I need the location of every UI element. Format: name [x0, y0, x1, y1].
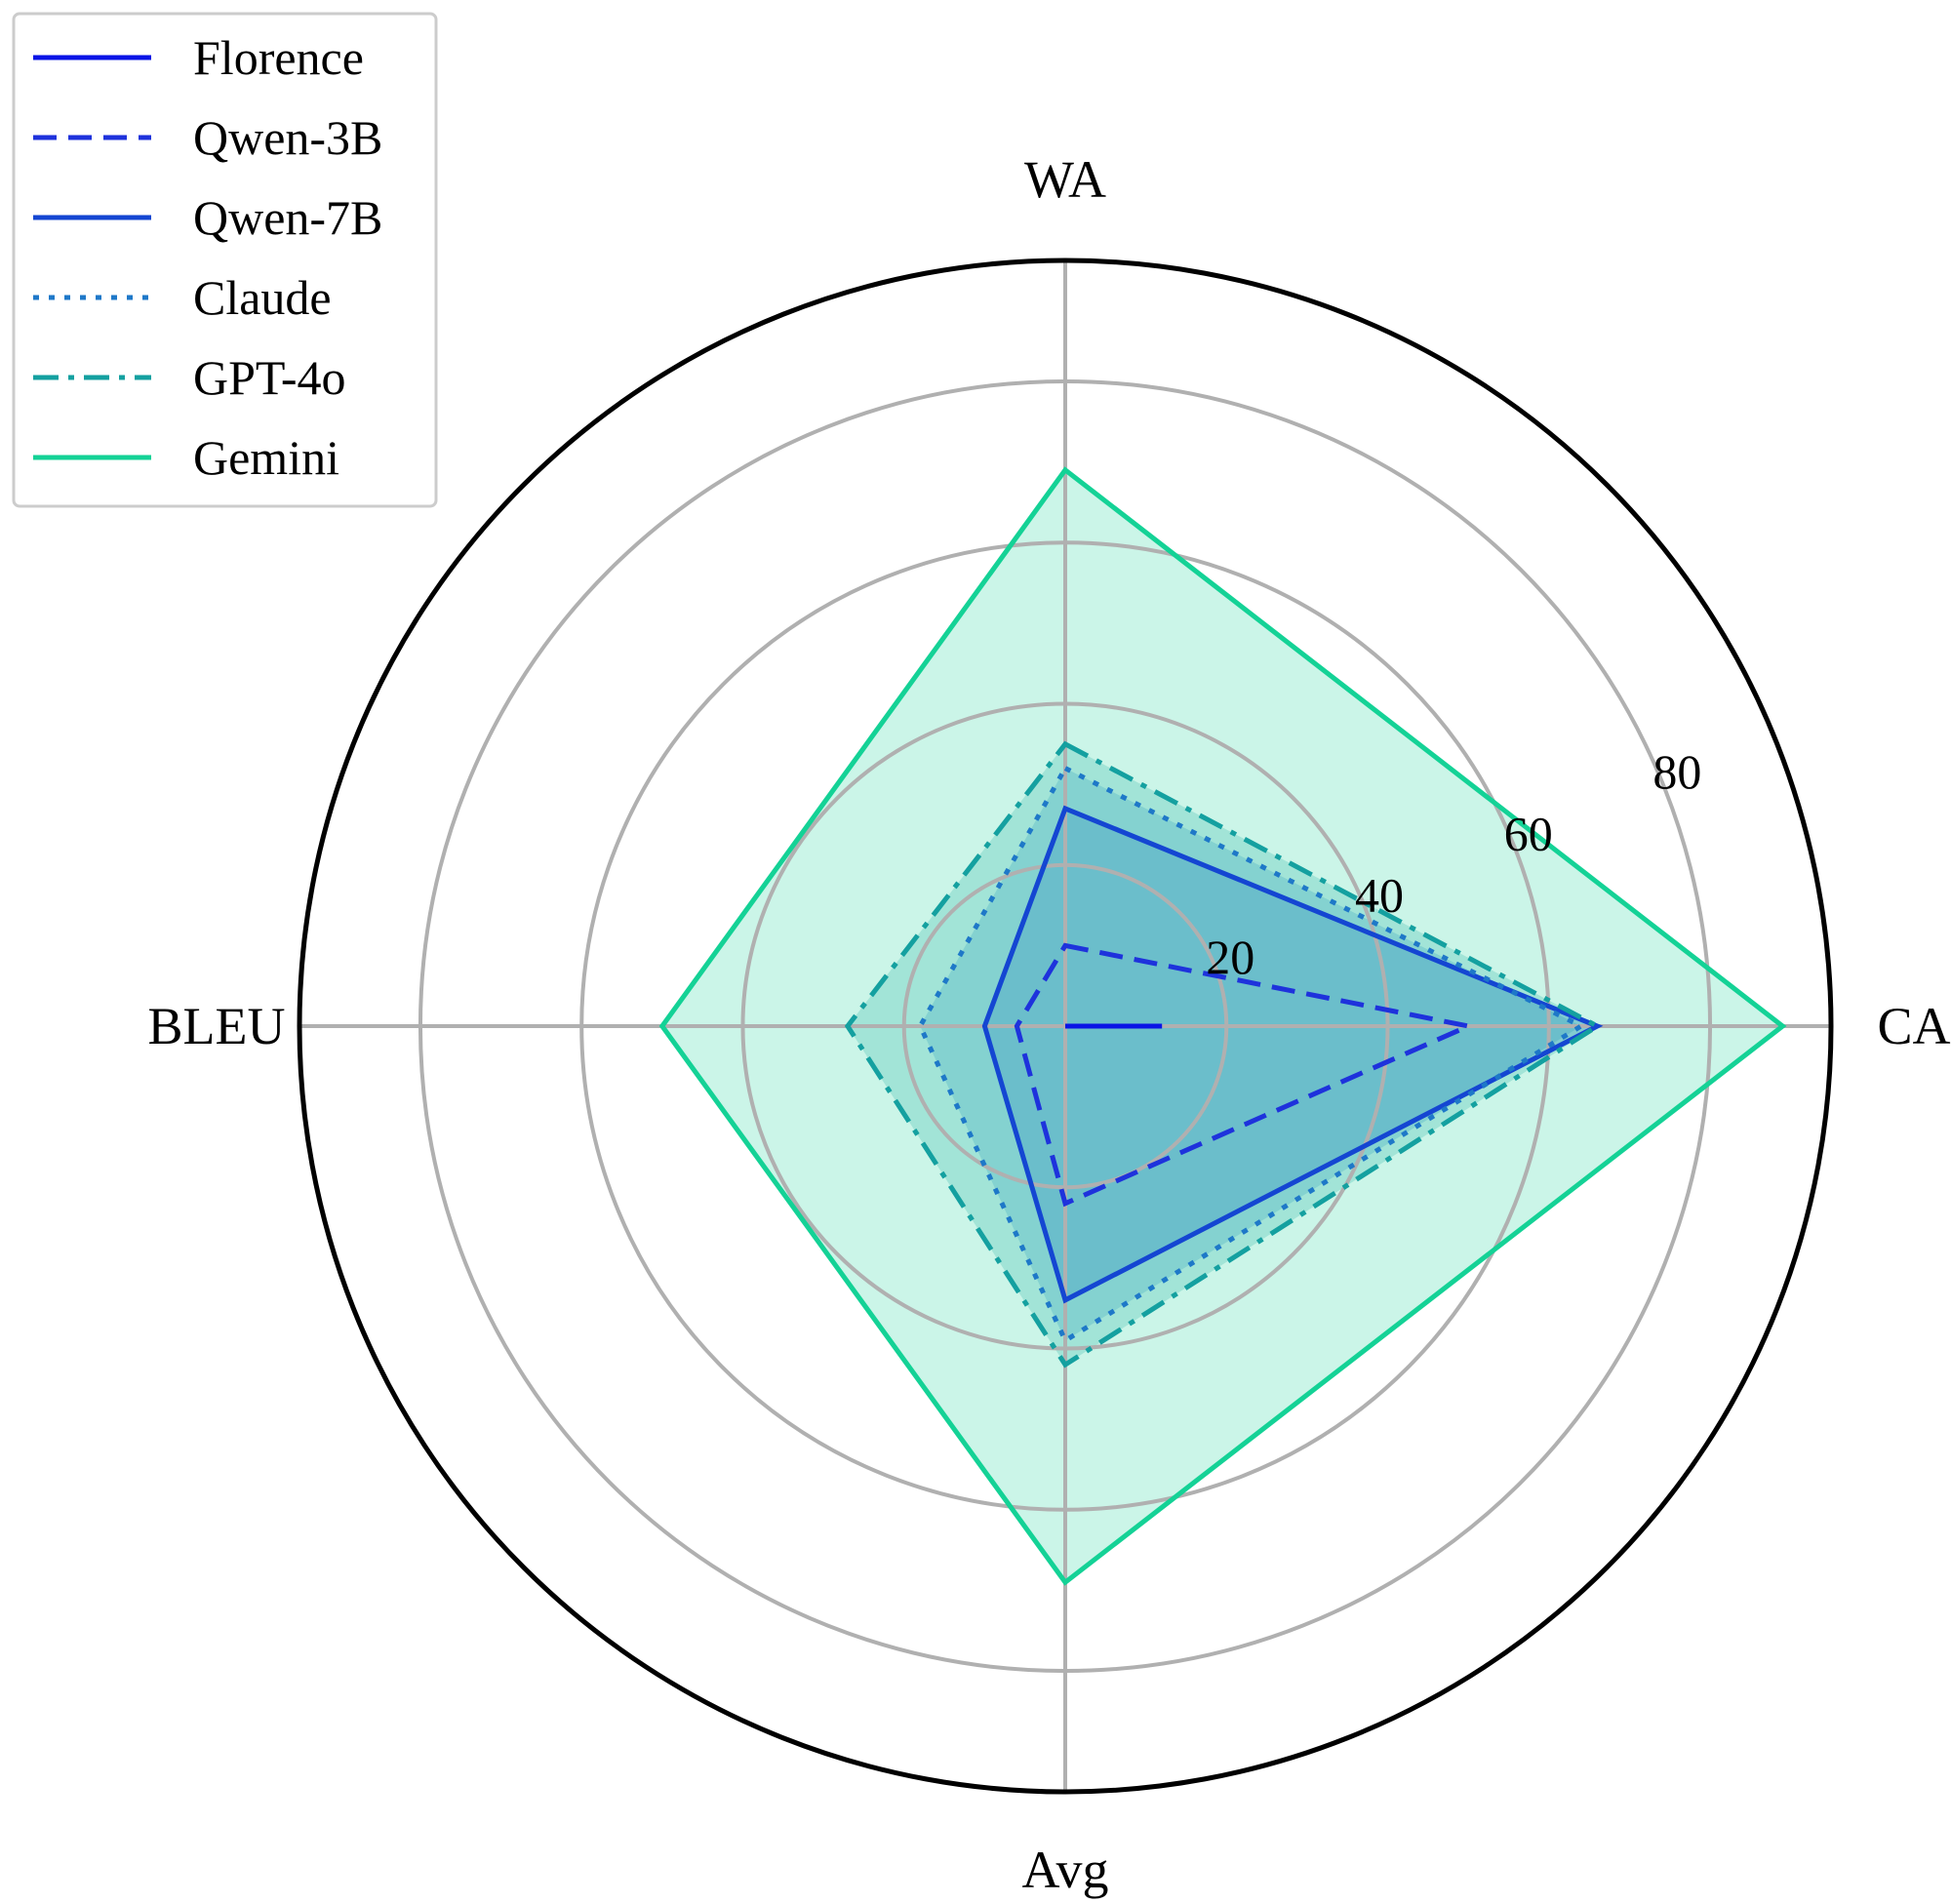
series-line-gpt-4o — [844, 740, 1603, 1368]
series-fill-claude — [920, 768, 1581, 1341]
series-line-gemini — [658, 466, 1787, 1586]
legend-label-florence: Florence — [193, 30, 364, 85]
axis-label-ca: CA — [1877, 997, 1950, 1055]
series-fill-qwen-7b — [984, 808, 1598, 1300]
axis-label-avg: Avg — [1022, 1841, 1109, 1899]
tick-label-80: 80 — [1652, 744, 1701, 799]
legend-label-claude: Claude — [193, 270, 332, 325]
axis-label-bleu: BLEU — [148, 997, 286, 1055]
tick-label-40: 40 — [1355, 868, 1404, 923]
series-line-qwen-7b — [981, 805, 1604, 1304]
series-line-claude — [917, 765, 1586, 1344]
tick-label-60: 60 — [1504, 806, 1553, 860]
legend-label-qwen-3b: Qwen-3B — [193, 110, 382, 165]
legend-label-gpt-4o: GPT-4o — [193, 350, 346, 405]
radial-tick-labels: 20 40 60 80 — [1206, 744, 1701, 984]
legend-label-qwen-7b: Qwen-7B — [193, 190, 382, 245]
series-line-qwen-3b — [1014, 942, 1477, 1208]
legend: Florence Qwen-3B Qwen-7B Claude GPT-4o Gemini — [12, 12, 438, 508]
axis-label-wa: WA — [1024, 150, 1106, 209]
axis-spokes — [299, 260, 1831, 1792]
series-lines — [658, 466, 1787, 1586]
legend-label-gemini: Gemini — [193, 430, 339, 485]
tick-label-20: 20 — [1206, 930, 1254, 984]
outer-frame-circle — [297, 258, 1834, 1795]
axis-labels: WA CA Avg BLEU — [148, 150, 1951, 1899]
